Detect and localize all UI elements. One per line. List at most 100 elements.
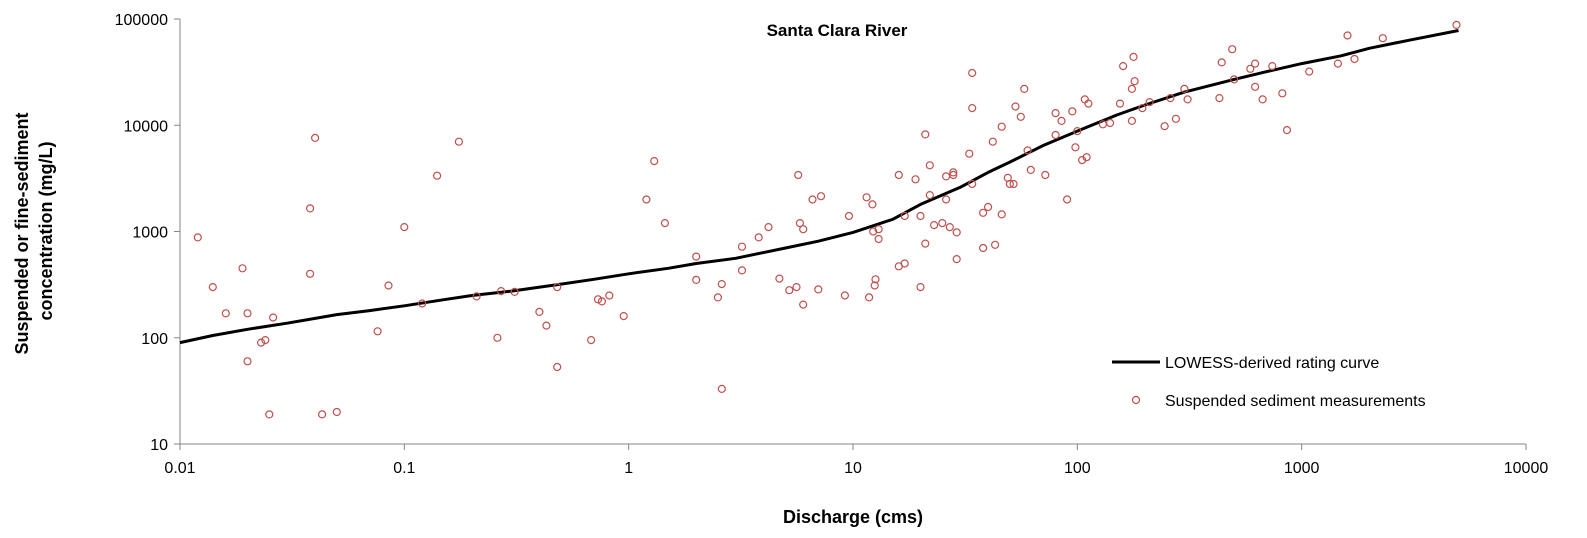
measurement-point <box>968 68 977 78</box>
legend-label-measurements: Suspended sediment measurements <box>1165 393 1426 410</box>
measurement-point <box>952 255 961 264</box>
measurement-point <box>997 122 1006 131</box>
y-axis-title: Suspended or fine-sediment concentration… <box>12 107 56 354</box>
measurement-point <box>1180 84 1189 94</box>
measurement-point <box>1228 45 1237 54</box>
measurement-point <box>1026 165 1035 174</box>
y-ticks: 10 100 1000 10000 100000 <box>115 12 180 454</box>
x-tick-label: 100 <box>1064 460 1091 477</box>
legend-point-swatch <box>1131 395 1141 405</box>
measurement-point <box>764 223 773 232</box>
legend-label-rating-curve: LOWESS-derived rating curve <box>1165 355 1379 372</box>
measurement-point <box>925 191 934 200</box>
measurement-point <box>792 283 801 292</box>
measurement-point <box>1378 34 1387 43</box>
measurement-point <box>692 252 701 261</box>
measurement-point <box>1016 112 1025 121</box>
measurement-point <box>978 243 988 253</box>
measurement-point <box>1129 52 1138 62</box>
measurement-point <box>894 170 903 180</box>
measurement-point <box>916 283 925 292</box>
measurement-point <box>874 225 883 234</box>
measurement-point <box>717 280 726 289</box>
measurement-point <box>794 170 803 180</box>
x-tick-label: 10 <box>844 460 862 477</box>
measurement-point <box>988 137 997 146</box>
measurement-point <box>269 313 278 322</box>
measurement-point <box>1350 54 1359 64</box>
measurement-point <box>1020 84 1029 94</box>
measurement-point <box>261 336 270 345</box>
measurement-point <box>384 281 393 290</box>
measurement-point <box>400 223 409 232</box>
measurement-point <box>868 200 877 209</box>
measurement-point <box>265 410 274 419</box>
measurement-point <box>965 149 974 158</box>
measurement-point <box>900 259 909 268</box>
measurement-point <box>311 133 320 142</box>
measurement-point <box>1250 59 1260 68</box>
measurement-point <box>799 225 808 234</box>
y-tick-label: 100000 <box>115 12 168 29</box>
measurement-point <box>869 227 878 236</box>
measurement-point <box>221 309 230 318</box>
measurement-point <box>840 291 850 300</box>
measurement-point <box>1278 89 1287 98</box>
legend: LOWESS-derived rating curve Suspended se… <box>1112 355 1426 410</box>
measurement-point <box>921 130 930 139</box>
measurement-point <box>941 195 951 204</box>
measurement-point <box>243 309 252 318</box>
measurement-point <box>717 384 726 393</box>
x-tick-label: 0.1 <box>393 460 415 477</box>
measurement-point <box>1258 95 1267 104</box>
measurement-point <box>1145 97 1154 107</box>
measurement-point <box>1171 114 1181 123</box>
measurement-point <box>945 223 954 232</box>
measurement-point <box>814 285 823 294</box>
measurement-point <box>737 242 747 251</box>
measurement-point <box>243 357 252 366</box>
measurement-point <box>1217 58 1226 67</box>
measurement-point <box>332 407 341 417</box>
measurement-point <box>1073 127 1082 136</box>
measurement-point <box>921 239 930 248</box>
measurement-point <box>938 219 947 228</box>
measurement-point <box>997 210 1006 219</box>
measurement-point <box>1023 146 1032 155</box>
measurement-point <box>949 168 958 177</box>
measurement-point <box>949 170 958 180</box>
x-ticks: 0.01 0.1 1 10 100 1000 10000 <box>164 444 1548 477</box>
measurement-point <box>816 192 826 201</box>
measurement-point <box>1268 61 1277 71</box>
measurement-point <box>1127 116 1137 126</box>
measurement-point <box>862 193 871 202</box>
measurement-point <box>605 291 614 300</box>
measurement-point <box>1138 103 1147 113</box>
measurement-point <box>978 208 988 217</box>
plot-layer <box>179 20 1461 419</box>
measurement-point <box>1130 77 1139 86</box>
measurement-point <box>542 321 551 330</box>
measurement-point <box>586 336 596 345</box>
y-tick-label: 100 <box>141 331 168 348</box>
measurement-point <box>619 312 628 321</box>
measurement-point <box>497 287 506 296</box>
measurement-point <box>597 297 607 306</box>
measurement-point <box>874 234 883 244</box>
measurement-point <box>1068 107 1077 116</box>
measurement-point <box>373 327 382 336</box>
measurement-point <box>1084 99 1093 108</box>
measurement-point <box>1082 153 1091 162</box>
measurement-point <box>306 269 315 278</box>
x-tick-label: 10000 <box>1504 460 1549 477</box>
measurement-point <box>1343 31 1352 40</box>
measurement-point <box>968 103 977 113</box>
measurement-point <box>472 292 481 301</box>
measurement-point <box>257 338 266 347</box>
measurement-point <box>1009 179 1018 189</box>
x-axis-title: Discharge (cms) <box>783 507 923 527</box>
y-tick-label: 10 <box>150 437 168 454</box>
measurement-point <box>553 362 562 372</box>
measurement-point <box>737 266 747 275</box>
